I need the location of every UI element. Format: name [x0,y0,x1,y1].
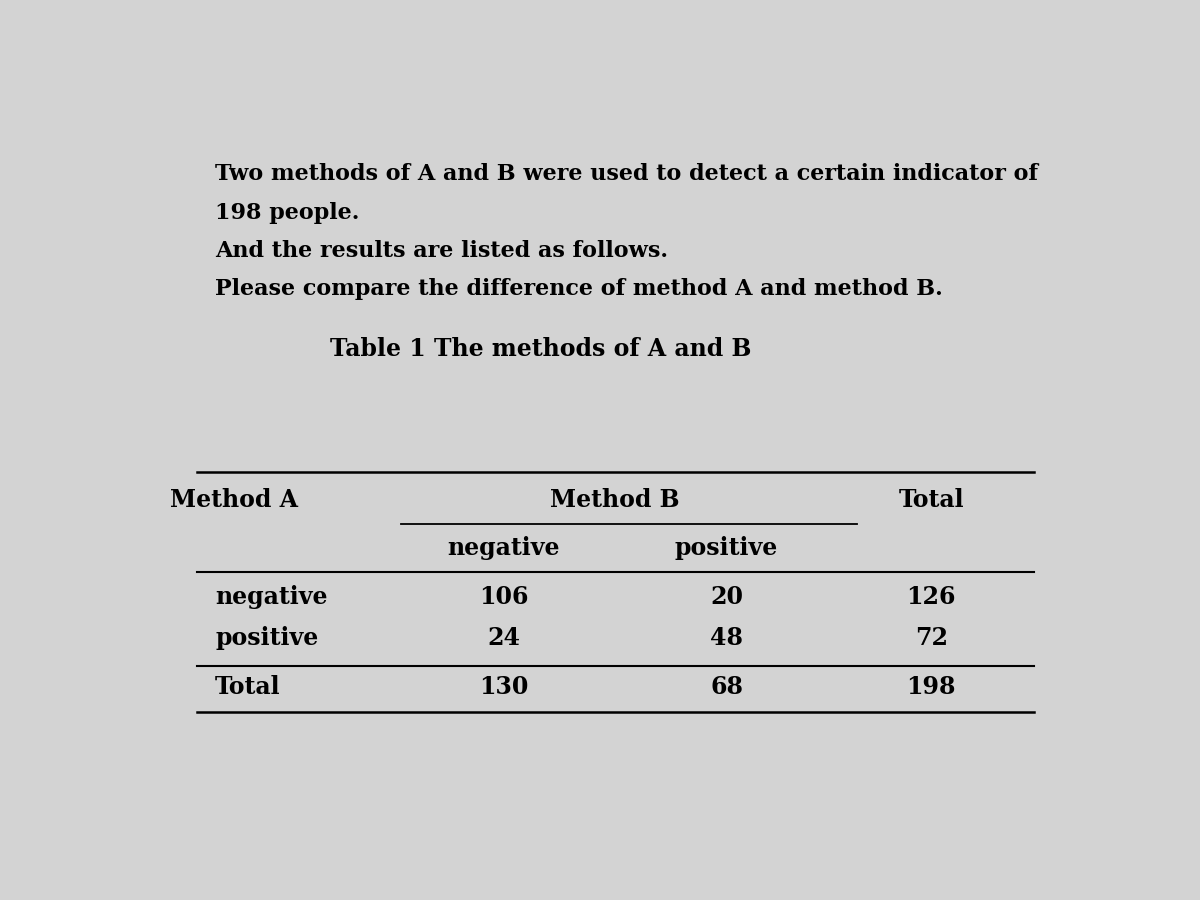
Text: 20: 20 [710,585,743,608]
Text: Method B: Method B [551,488,679,511]
Text: Two methods of A and B were used to detect a certain indicator of: Two methods of A and B were used to dete… [215,164,1038,185]
Text: And the results are listed as follows.: And the results are listed as follows. [215,239,668,262]
Text: negative: negative [448,536,559,560]
Text: Method A: Method A [169,488,298,511]
Text: 198 people.: 198 people. [215,202,360,223]
Text: Table 1 The methods of A and B: Table 1 The methods of A and B [330,337,751,361]
Text: 68: 68 [710,675,743,698]
Text: 126: 126 [906,585,956,608]
Text: 106: 106 [479,585,528,608]
Text: 24: 24 [487,626,520,650]
Text: 198: 198 [906,675,956,698]
Text: negative: negative [215,585,328,608]
Text: Please compare the difference of method A and method B.: Please compare the difference of method … [215,278,943,300]
Text: positive: positive [674,536,779,560]
Text: 130: 130 [479,675,528,698]
Text: 48: 48 [710,626,743,650]
Text: 72: 72 [914,626,948,650]
Text: Total: Total [215,675,281,698]
Text: positive: positive [215,626,318,650]
Text: Total: Total [899,488,964,511]
